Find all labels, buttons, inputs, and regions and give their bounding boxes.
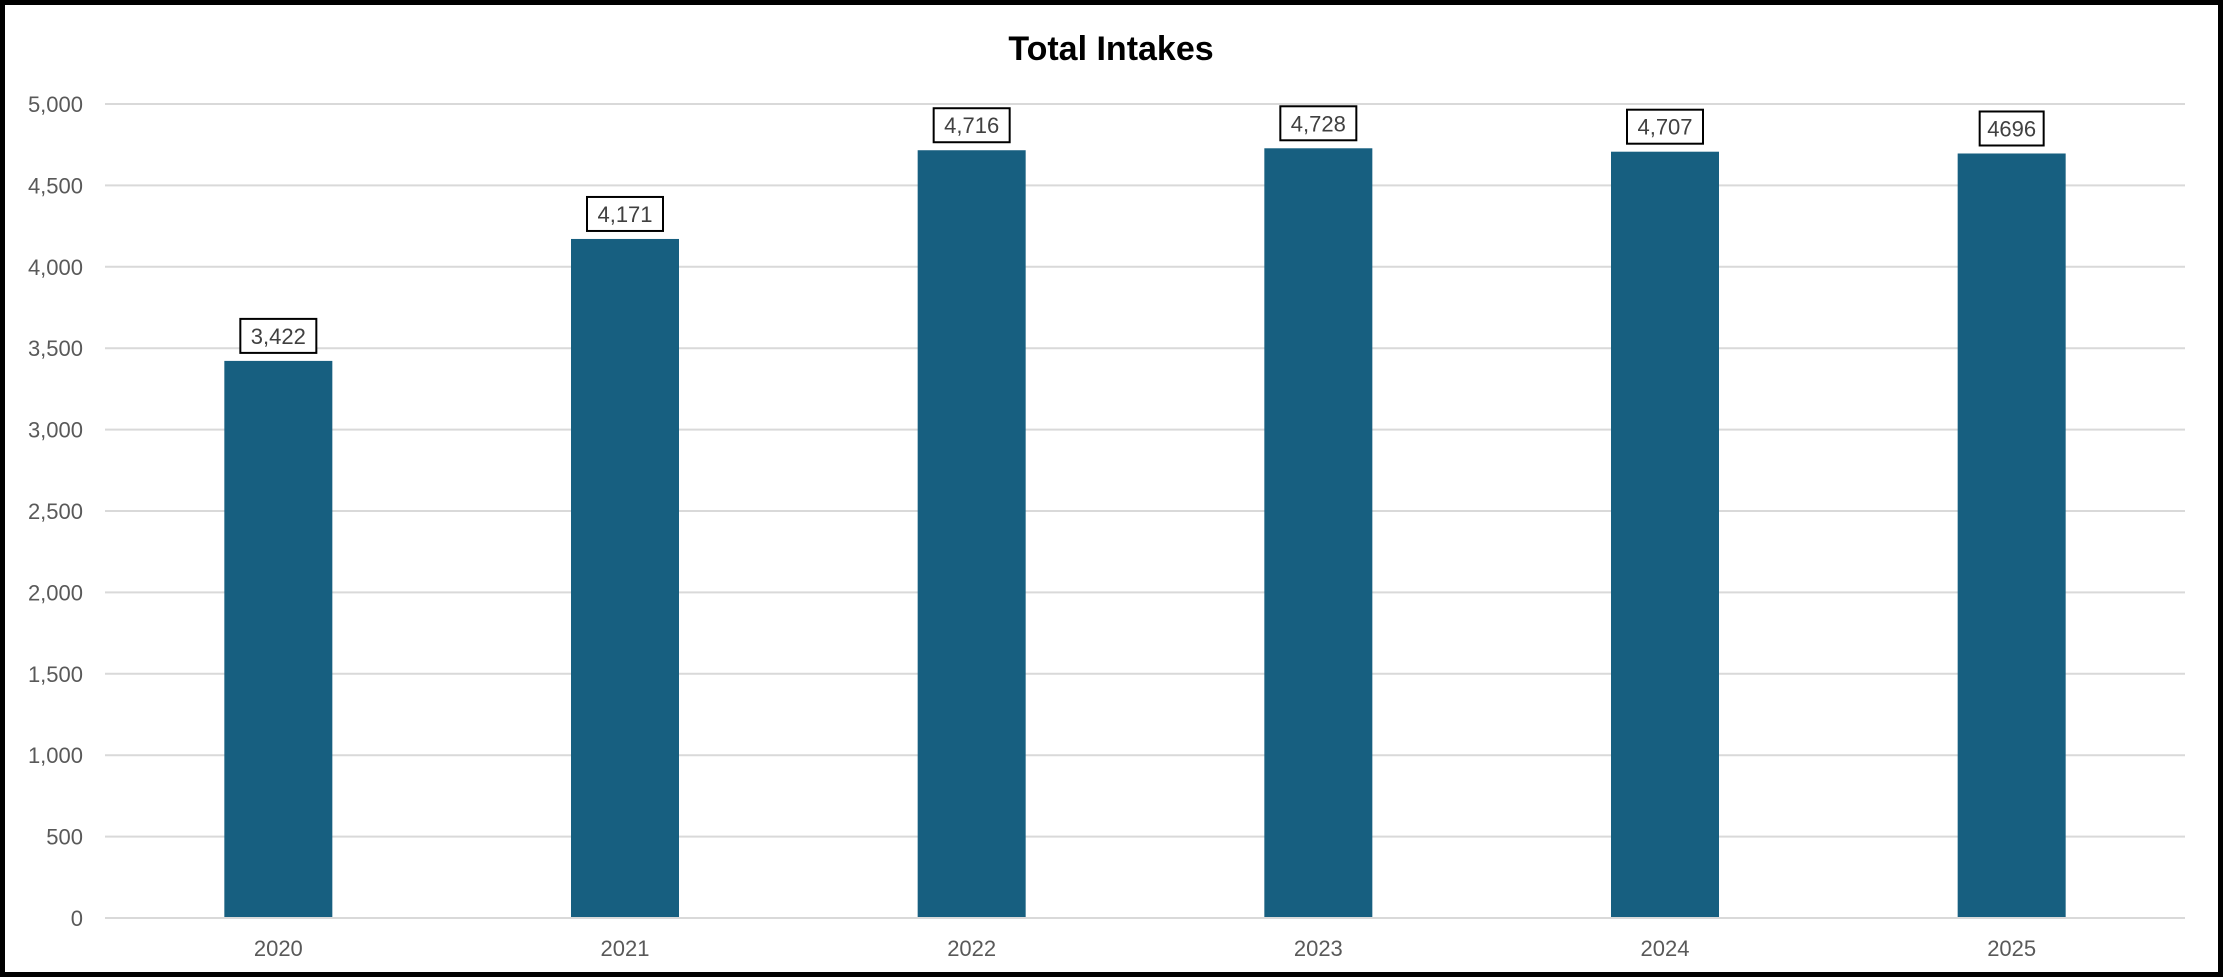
data-label-box: [932, 107, 1011, 144]
y-tick-label: 2,500: [28, 499, 83, 524]
data-label-box: [239, 317, 318, 354]
y-tick-label: 2,000: [28, 580, 83, 605]
y-tick-label: 4,500: [28, 173, 83, 198]
y-tick-label: 3,500: [28, 336, 83, 361]
y-tick-label: 5,000: [28, 92, 83, 117]
y-tick-label: 1,000: [28, 743, 83, 768]
x-tick-label: 2024: [1641, 936, 1690, 961]
x-tick-label: 2020: [254, 936, 303, 961]
x-axis-ticks: 2020 2021 2022 2023 2024 2025: [254, 936, 2036, 961]
x-tick-label: 2023: [1294, 936, 1343, 961]
bar-2023: [1264, 148, 1373, 918]
bar-2020: [224, 360, 333, 918]
y-tick-label: 1,500: [28, 662, 83, 687]
x-tick-label: 2022: [947, 936, 996, 961]
data-label: 4,171: [597, 202, 652, 227]
y-tick-label: 3,000: [28, 418, 83, 443]
data-label: 4,707: [1637, 115, 1692, 140]
data-label-box: [586, 195, 664, 232]
chart-title: Total Intakes: [1008, 30, 1213, 68]
data-label: 4,716: [944, 113, 999, 138]
bar-2022: [917, 150, 1026, 918]
gridlines: [105, 103, 2185, 838]
bars: [224, 148, 2066, 919]
y-tick-label: 4,000: [28, 255, 83, 280]
data-label-box: [1279, 105, 1358, 142]
x-tick-label: 2025: [1987, 936, 2036, 961]
y-axis-ticks: 0 500 1,000 1,500 2,000 2,500 3,000 3,500 4,000 4…: [28, 92, 83, 931]
data-label-box: [1626, 108, 1704, 145]
data-label: 4696: [1987, 116, 2036, 141]
data-label: 4,728: [1291, 111, 1346, 136]
bar-2025: [1957, 153, 2066, 918]
data-labels: 3,422 4,171 4,716 4,728 4,707 4696: [239, 105, 2045, 354]
data-label: 3,422: [251, 324, 306, 349]
y-tick-label: 0: [71, 906, 83, 931]
bar-2021: [571, 238, 679, 919]
x-tick-label: 2021: [601, 936, 650, 961]
y-tick-label: 500: [46, 825, 83, 850]
bar-2024: [1611, 151, 1719, 919]
data-label-box: [1978, 110, 2045, 147]
